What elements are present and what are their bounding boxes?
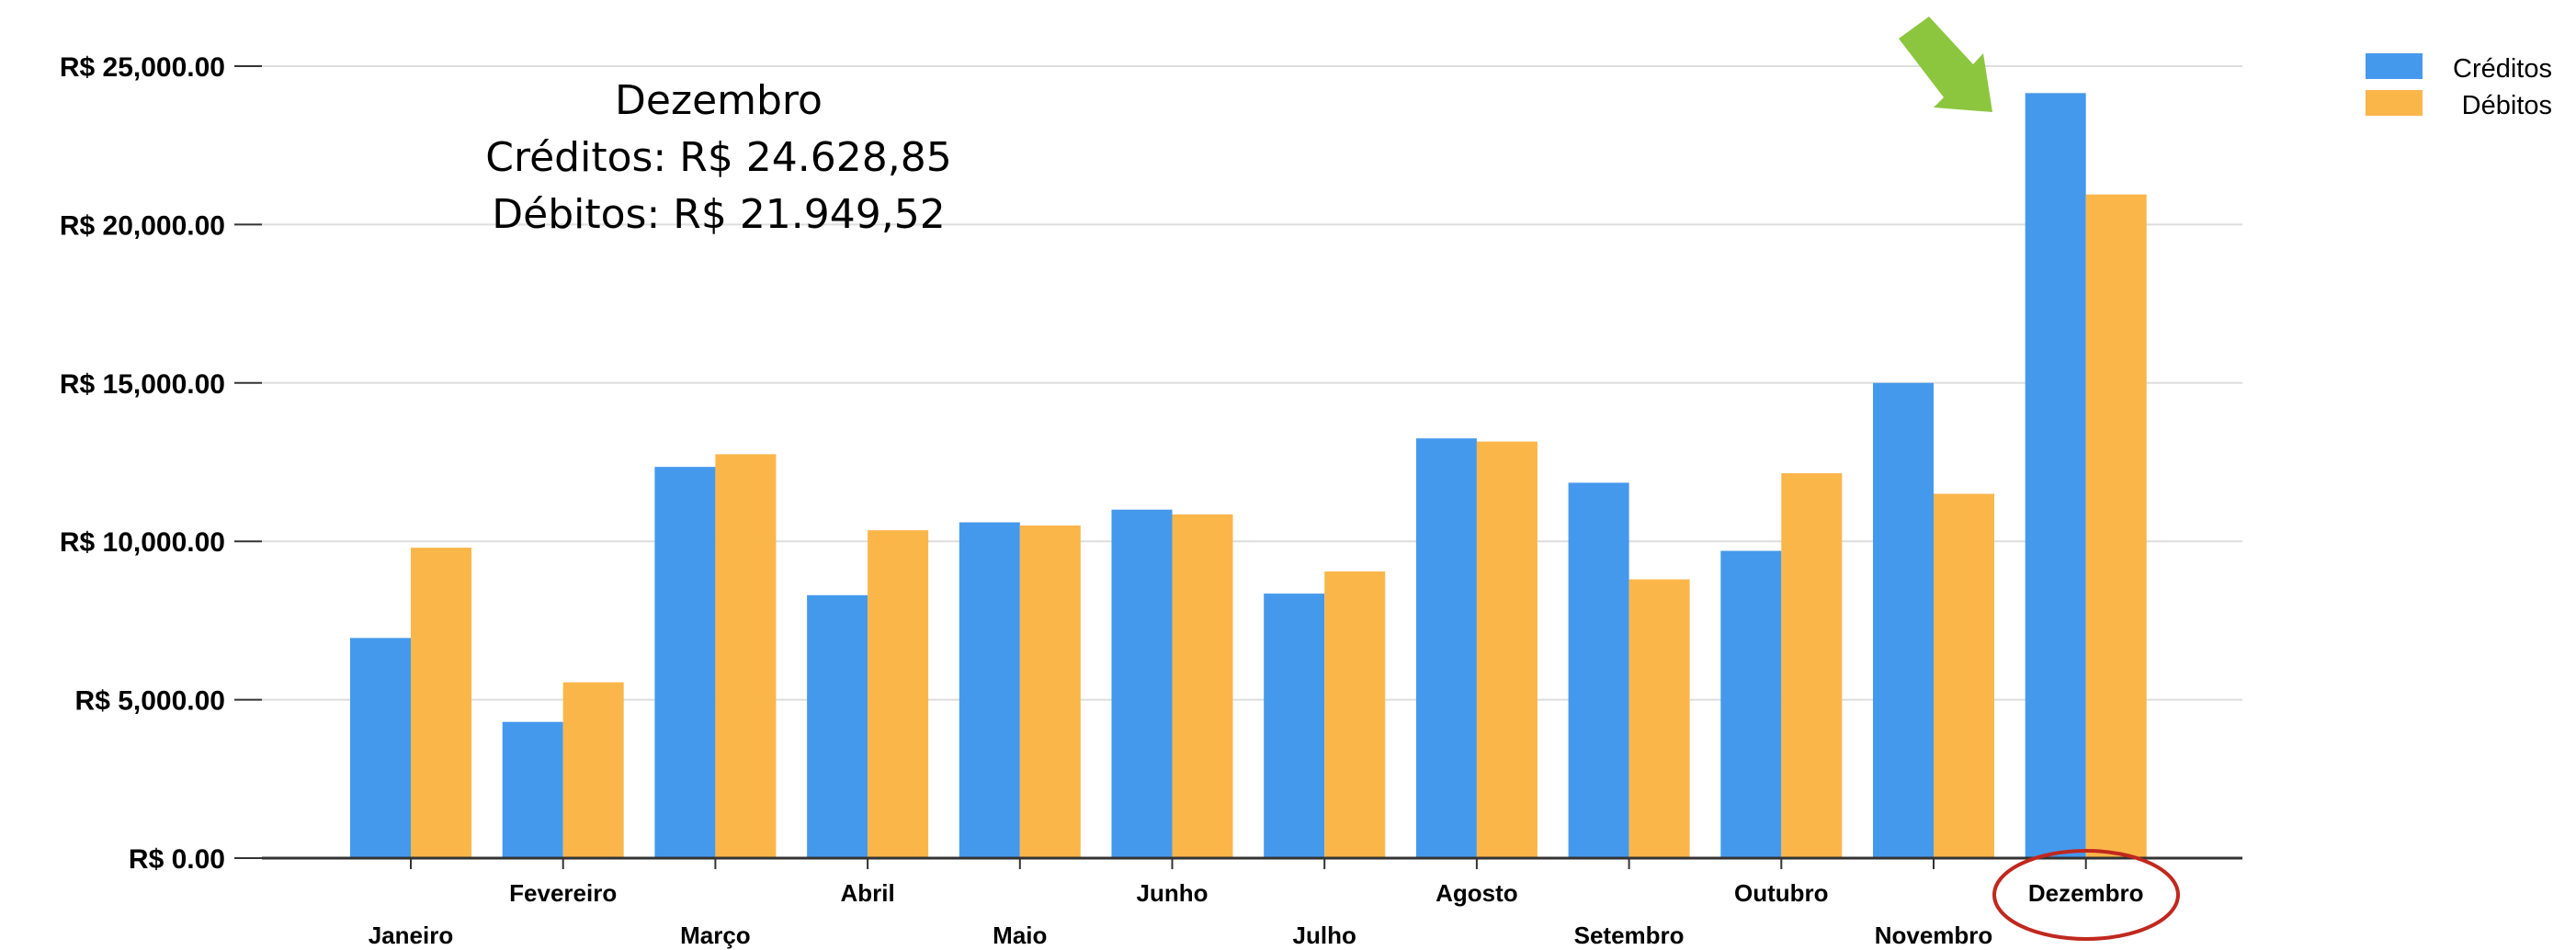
x-tick-label: Janeiro — [369, 922, 454, 949]
bar-creditos — [654, 467, 716, 858]
x-tick-label: Fevereiro — [509, 879, 617, 907]
y-tick-label: R$ 20,000.00 — [60, 210, 225, 241]
y-tick-label: R$ 25,000.00 — [60, 52, 225, 83]
y-tick-labels: R$ 0.00 R$ 5,000.00 R$ 10,000.00 R$ 15,000.… — [60, 52, 262, 875]
bar-creditos — [502, 721, 563, 858]
bar-debitos — [715, 454, 777, 858]
x-tick-label: Março — [680, 922, 751, 949]
legend-label-debitos: Débitos — [2462, 91, 2552, 120]
bar-debitos — [1172, 514, 1233, 858]
bar-creditos — [1264, 594, 1325, 858]
x-tick-labels: Janeiro Fevereiro Março Abril Maio Junho Julho… — [369, 858, 2144, 949]
y-tick-label: R$ 10,000.00 — [60, 527, 225, 558]
x-tick-label: Novembro — [1875, 922, 1993, 949]
x-tick-label: Maio — [993, 922, 1047, 949]
y-tick-label: R$ 15,000.00 — [60, 369, 225, 400]
legend-swatch-debitos — [2366, 90, 2423, 116]
annotation: Dezembro Créditos: R$ 24.628,85 Débitos:… — [485, 77, 951, 238]
annotation-line-1: Dezembro — [615, 77, 823, 124]
x-tick-label: Dezembro — [2028, 879, 2144, 907]
legend-label-creditos: Créditos — [2453, 54, 2552, 84]
bar-creditos — [350, 638, 411, 858]
bar-creditos — [1873, 382, 1934, 858]
bar-creditos — [807, 594, 868, 858]
bar-debitos — [1934, 493, 1994, 858]
bar-debitos — [562, 682, 624, 858]
y-tick-label: R$ 5,000.00 — [75, 686, 225, 717]
bar-debitos — [1324, 571, 1386, 858]
bar-creditos — [1415, 438, 1477, 858]
x-tick-label: Agosto — [1436, 879, 1518, 907]
bar-creditos — [959, 522, 1020, 858]
bar-debitos — [1628, 579, 1690, 858]
bar-creditos — [2025, 93, 2086, 859]
bar-debitos — [411, 548, 471, 858]
legend: Créditos Débitos — [2366, 53, 2552, 120]
highlight — [1899, 17, 2180, 941]
bar-debitos — [1476, 441, 1538, 858]
bar-debitos — [1781, 473, 1843, 858]
bars — [350, 93, 2147, 859]
x-tick-label: Abril — [840, 879, 894, 907]
bar-debitos — [1019, 525, 1081, 858]
bar-creditos — [1568, 482, 1629, 858]
x-tick-label: Julho — [1293, 922, 1356, 949]
bar-creditos — [1111, 509, 1173, 858]
y-tick-label: R$ 0.00 — [129, 844, 225, 875]
bar-debitos — [2085, 194, 2147, 859]
bar-creditos — [1720, 550, 1782, 858]
annotation-line-3: Débitos: R$ 21.949,52 — [492, 191, 946, 238]
highlight-circle — [1992, 849, 2180, 941]
arrow-icon — [1899, 17, 1992, 112]
annotation-line-2: Créditos: R$ 24.628,85 — [485, 134, 951, 181]
x-tick-label: Outubro — [1734, 879, 1829, 907]
x-tick-label: Junho — [1137, 879, 1209, 907]
legend-swatch-creditos — [2366, 53, 2423, 79]
x-tick-label: Setembro — [1574, 922, 1685, 949]
bar-debitos — [868, 530, 929, 858]
